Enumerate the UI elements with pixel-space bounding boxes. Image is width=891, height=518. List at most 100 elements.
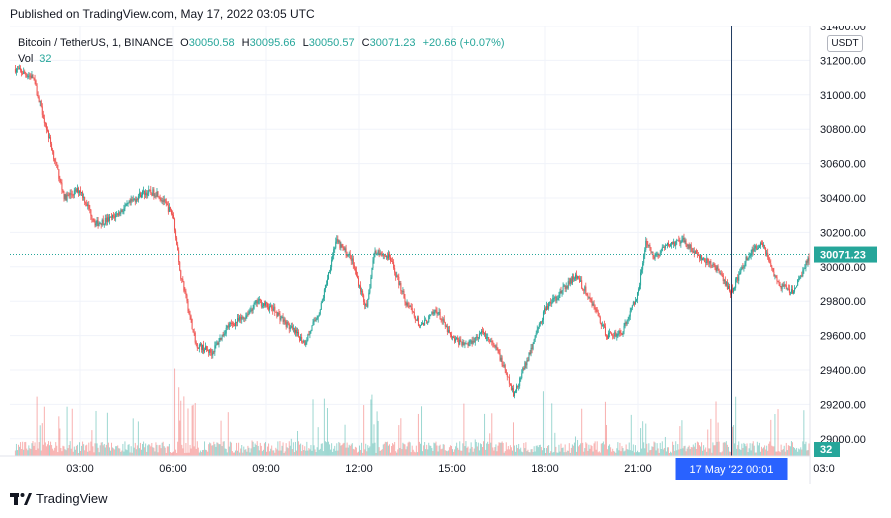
- chart-area[interactable]: 29000.00 29200.00 29400.00 29600.00 29800.00…: [0, 26, 891, 484]
- volume-bar: [634, 445, 636, 456]
- candle-body: [151, 193, 153, 196]
- candle-body: [442, 319, 444, 321]
- candle-body: [665, 245, 667, 246]
- volume-bar: [209, 442, 211, 456]
- volume-bar: [709, 448, 711, 456]
- volume-bar: [685, 451, 687, 456]
- volume-bar: [189, 444, 191, 456]
- price-chart[interactable]: 29000.0029200.0029400.0029600.0029800.00…: [0, 26, 891, 484]
- price-tick-label: 30800.00: [820, 124, 866, 136]
- candle-body: [508, 377, 510, 384]
- candle-body: [466, 343, 468, 345]
- volume-bar: [221, 446, 223, 456]
- volume-bar: [539, 444, 541, 456]
- candle-body: [478, 333, 480, 338]
- candle-body: [610, 332, 612, 334]
- volume-bar: [596, 441, 598, 456]
- candle-body: [191, 318, 193, 330]
- candle-body: [197, 348, 199, 349]
- candle-body: [340, 244, 342, 248]
- candle-body: [673, 241, 675, 245]
- candle-body: [719, 273, 721, 274]
- volume-bar: [128, 444, 130, 456]
- volume-bar: [756, 441, 758, 456]
- candle-body: [165, 201, 167, 204]
- candle-body: [99, 223, 101, 225]
- volume-bar: [251, 440, 253, 456]
- currency-badge[interactable]: USDT: [827, 35, 863, 52]
- volume-bar: [746, 443, 748, 456]
- candle-body: [256, 300, 258, 304]
- volume-bar: [369, 446, 371, 456]
- volume-label[interactable]: Vol: [18, 53, 34, 65]
- candle-body: [603, 324, 605, 327]
- candle-body: [702, 258, 704, 261]
- volume-bar: [648, 443, 650, 456]
- volume-bar: [89, 450, 91, 456]
- volume-bar: [143, 441, 145, 456]
- candle-body: [591, 299, 593, 306]
- volume-bar: [491, 413, 493, 456]
- volume-bar: [681, 420, 683, 456]
- candle-body: [87, 204, 89, 207]
- volume-bar: [694, 442, 696, 456]
- candle-body: [364, 301, 366, 306]
- candle-body: [275, 311, 277, 313]
- volume-bar: [654, 442, 656, 456]
- candle-body: [560, 291, 562, 294]
- candle-body: [138, 192, 140, 196]
- candle-body: [803, 268, 805, 271]
- volume-bar: [118, 448, 120, 456]
- candle-body: [531, 347, 533, 349]
- volume-bar: [14, 450, 16, 456]
- candle-body: [34, 78, 36, 81]
- candle-body: [272, 308, 274, 311]
- candle-body: [312, 322, 314, 326]
- volume-bar: [178, 387, 180, 456]
- candle-body: [71, 194, 73, 196]
- candle-body: [417, 317, 419, 326]
- volume-bar: [485, 449, 487, 456]
- candle-body: [313, 320, 315, 323]
- candle-body: [80, 190, 82, 193]
- candle-body: [375, 250, 377, 254]
- candle-body: [679, 241, 681, 244]
- volume-bar: [293, 452, 295, 456]
- low-label: L: [302, 37, 309, 49]
- high-label: H: [241, 37, 250, 49]
- candle-body: [474, 337, 476, 343]
- volume-bar: [585, 442, 587, 456]
- candle-body: [766, 252, 768, 254]
- candle-body: [160, 198, 162, 201]
- tradingview-logo-icon: [10, 492, 32, 505]
- volume-bar: [148, 444, 150, 456]
- last-volume-label: 32: [820, 444, 832, 456]
- candle-body: [349, 253, 351, 256]
- candle-body: [629, 310, 631, 317]
- candle-body: [187, 301, 189, 311]
- candle-body: [38, 97, 40, 103]
- volume-bar: [153, 447, 155, 456]
- candle-body: [635, 299, 637, 301]
- symbol-name[interactable]: Bitcoin / TetherUS, 1, BINANCE: [18, 37, 174, 49]
- volume-bar: [679, 426, 681, 456]
- volume-bar: [238, 442, 240, 456]
- volume-bar: [805, 441, 807, 456]
- volume-bar: [112, 447, 114, 456]
- candle-body: [410, 306, 412, 309]
- candle-body: [74, 189, 76, 191]
- time-tick-label: 21:00: [624, 463, 652, 475]
- candle-body: [797, 279, 799, 286]
- volume-bar: [655, 450, 657, 456]
- candle-body: [801, 275, 803, 277]
- volume-bar: [704, 449, 706, 456]
- candle-body: [277, 312, 279, 317]
- volume-bar: [636, 450, 638, 456]
- candle-body: [321, 299, 323, 304]
- candle-body: [806, 260, 808, 263]
- volume-bar: [376, 411, 378, 456]
- candle-body: [134, 198, 136, 202]
- footer-brand[interactable]: TradingView: [10, 491, 108, 506]
- volume-bar: [541, 450, 543, 456]
- candle-body: [387, 254, 389, 259]
